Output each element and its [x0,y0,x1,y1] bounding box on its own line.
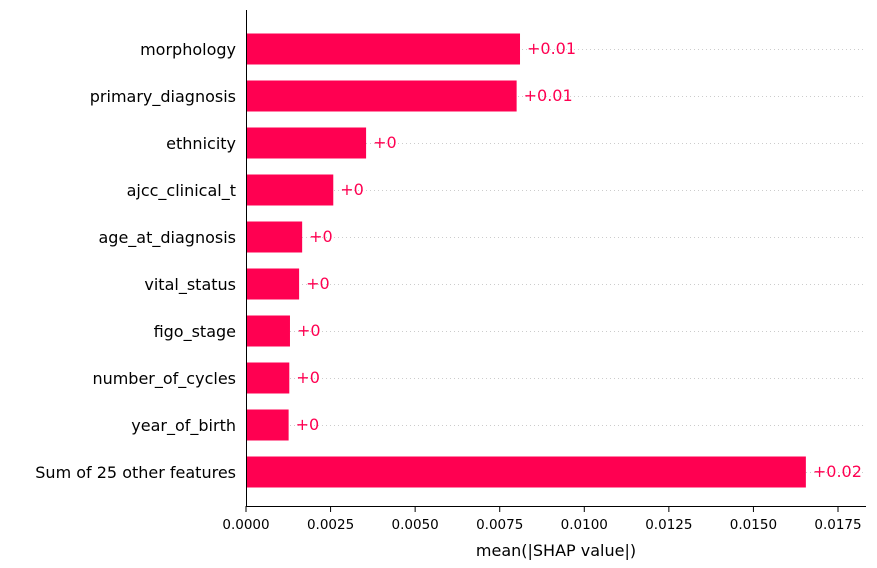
x-tick-label-7: 0.0175 [814,517,861,533]
bar-number-of-cycles [246,362,290,394]
bar-vital-status [246,268,300,300]
x-axis-ticks: 0.0000 0.0025 0.0050 0.0075 0.0100 0.0125 0.01… [222,506,862,533]
bar-morphology [246,33,521,65]
value-label-ajcc-clinical-t: +0 [340,180,364,199]
value-label-vital-status: +0 [306,274,330,293]
x-axis-title: mean(|SHAP value|) [476,541,636,560]
category-labels: morphology primary_diagnosis ethnicity ajcc… [35,40,236,482]
category-label-age-at-diagnosis: age_at_diagnosis [99,228,237,248]
category-label-year-of-birth: year_of_birth [131,416,236,436]
category-label-vital-status: vital_status [144,275,236,295]
value-label-age-at-diagnosis: +0 [309,227,333,246]
bars [246,33,806,488]
x-tick-label-3: 0.0075 [476,517,523,533]
bar-figo-stage [246,315,290,347]
value-label-ethnicity: +0 [373,133,397,152]
value-label-number-of-cycles: +0 [296,368,320,387]
x-tick-label-0: 0.0000 [222,517,269,533]
x-tick-label-4: 0.0100 [561,517,608,533]
value-label-morphology: +0.01 [527,39,576,58]
value-labels: +0.01 +0.01 +0 +0 +0 +0 +0 +0 +0 +0.02 [296,39,862,481]
bar-year-of-birth [246,409,289,441]
category-label-ethnicity: ethnicity [166,134,236,153]
value-label-year-of-birth: +0 [296,415,320,434]
bar-primary-diagnosis [246,80,517,112]
x-tick-label-2: 0.0050 [392,517,439,533]
category-label-primary-diagnosis: primary_diagnosis [90,87,236,107]
bar-age-at-diagnosis [246,221,303,253]
x-tick-label-6: 0.0150 [730,517,777,533]
category-label-sum-of-25-other-features: Sum of 25 other features [35,463,236,482]
x-tick-label-1: 0.0025 [307,517,354,533]
bar-ethnicity [246,127,367,159]
bar-ajcc-clinical-t [246,174,334,206]
bar-sum-of-25-other-features [246,456,806,488]
value-label-figo-stage: +0 [297,321,321,340]
category-label-number-of-cycles: number_of_cycles [92,369,236,389]
gridlines [246,49,866,473]
category-label-ajcc-clinical-t: ajcc_clinical_t [127,181,236,201]
x-tick-label-5: 0.0125 [645,517,692,533]
category-label-figo-stage: figo_stage [154,322,236,342]
value-label-sum-of-25-other-features: +0.02 [813,462,862,481]
value-label-primary-diagnosis: +0.01 [524,86,573,105]
category-label-morphology: morphology [140,40,236,59]
